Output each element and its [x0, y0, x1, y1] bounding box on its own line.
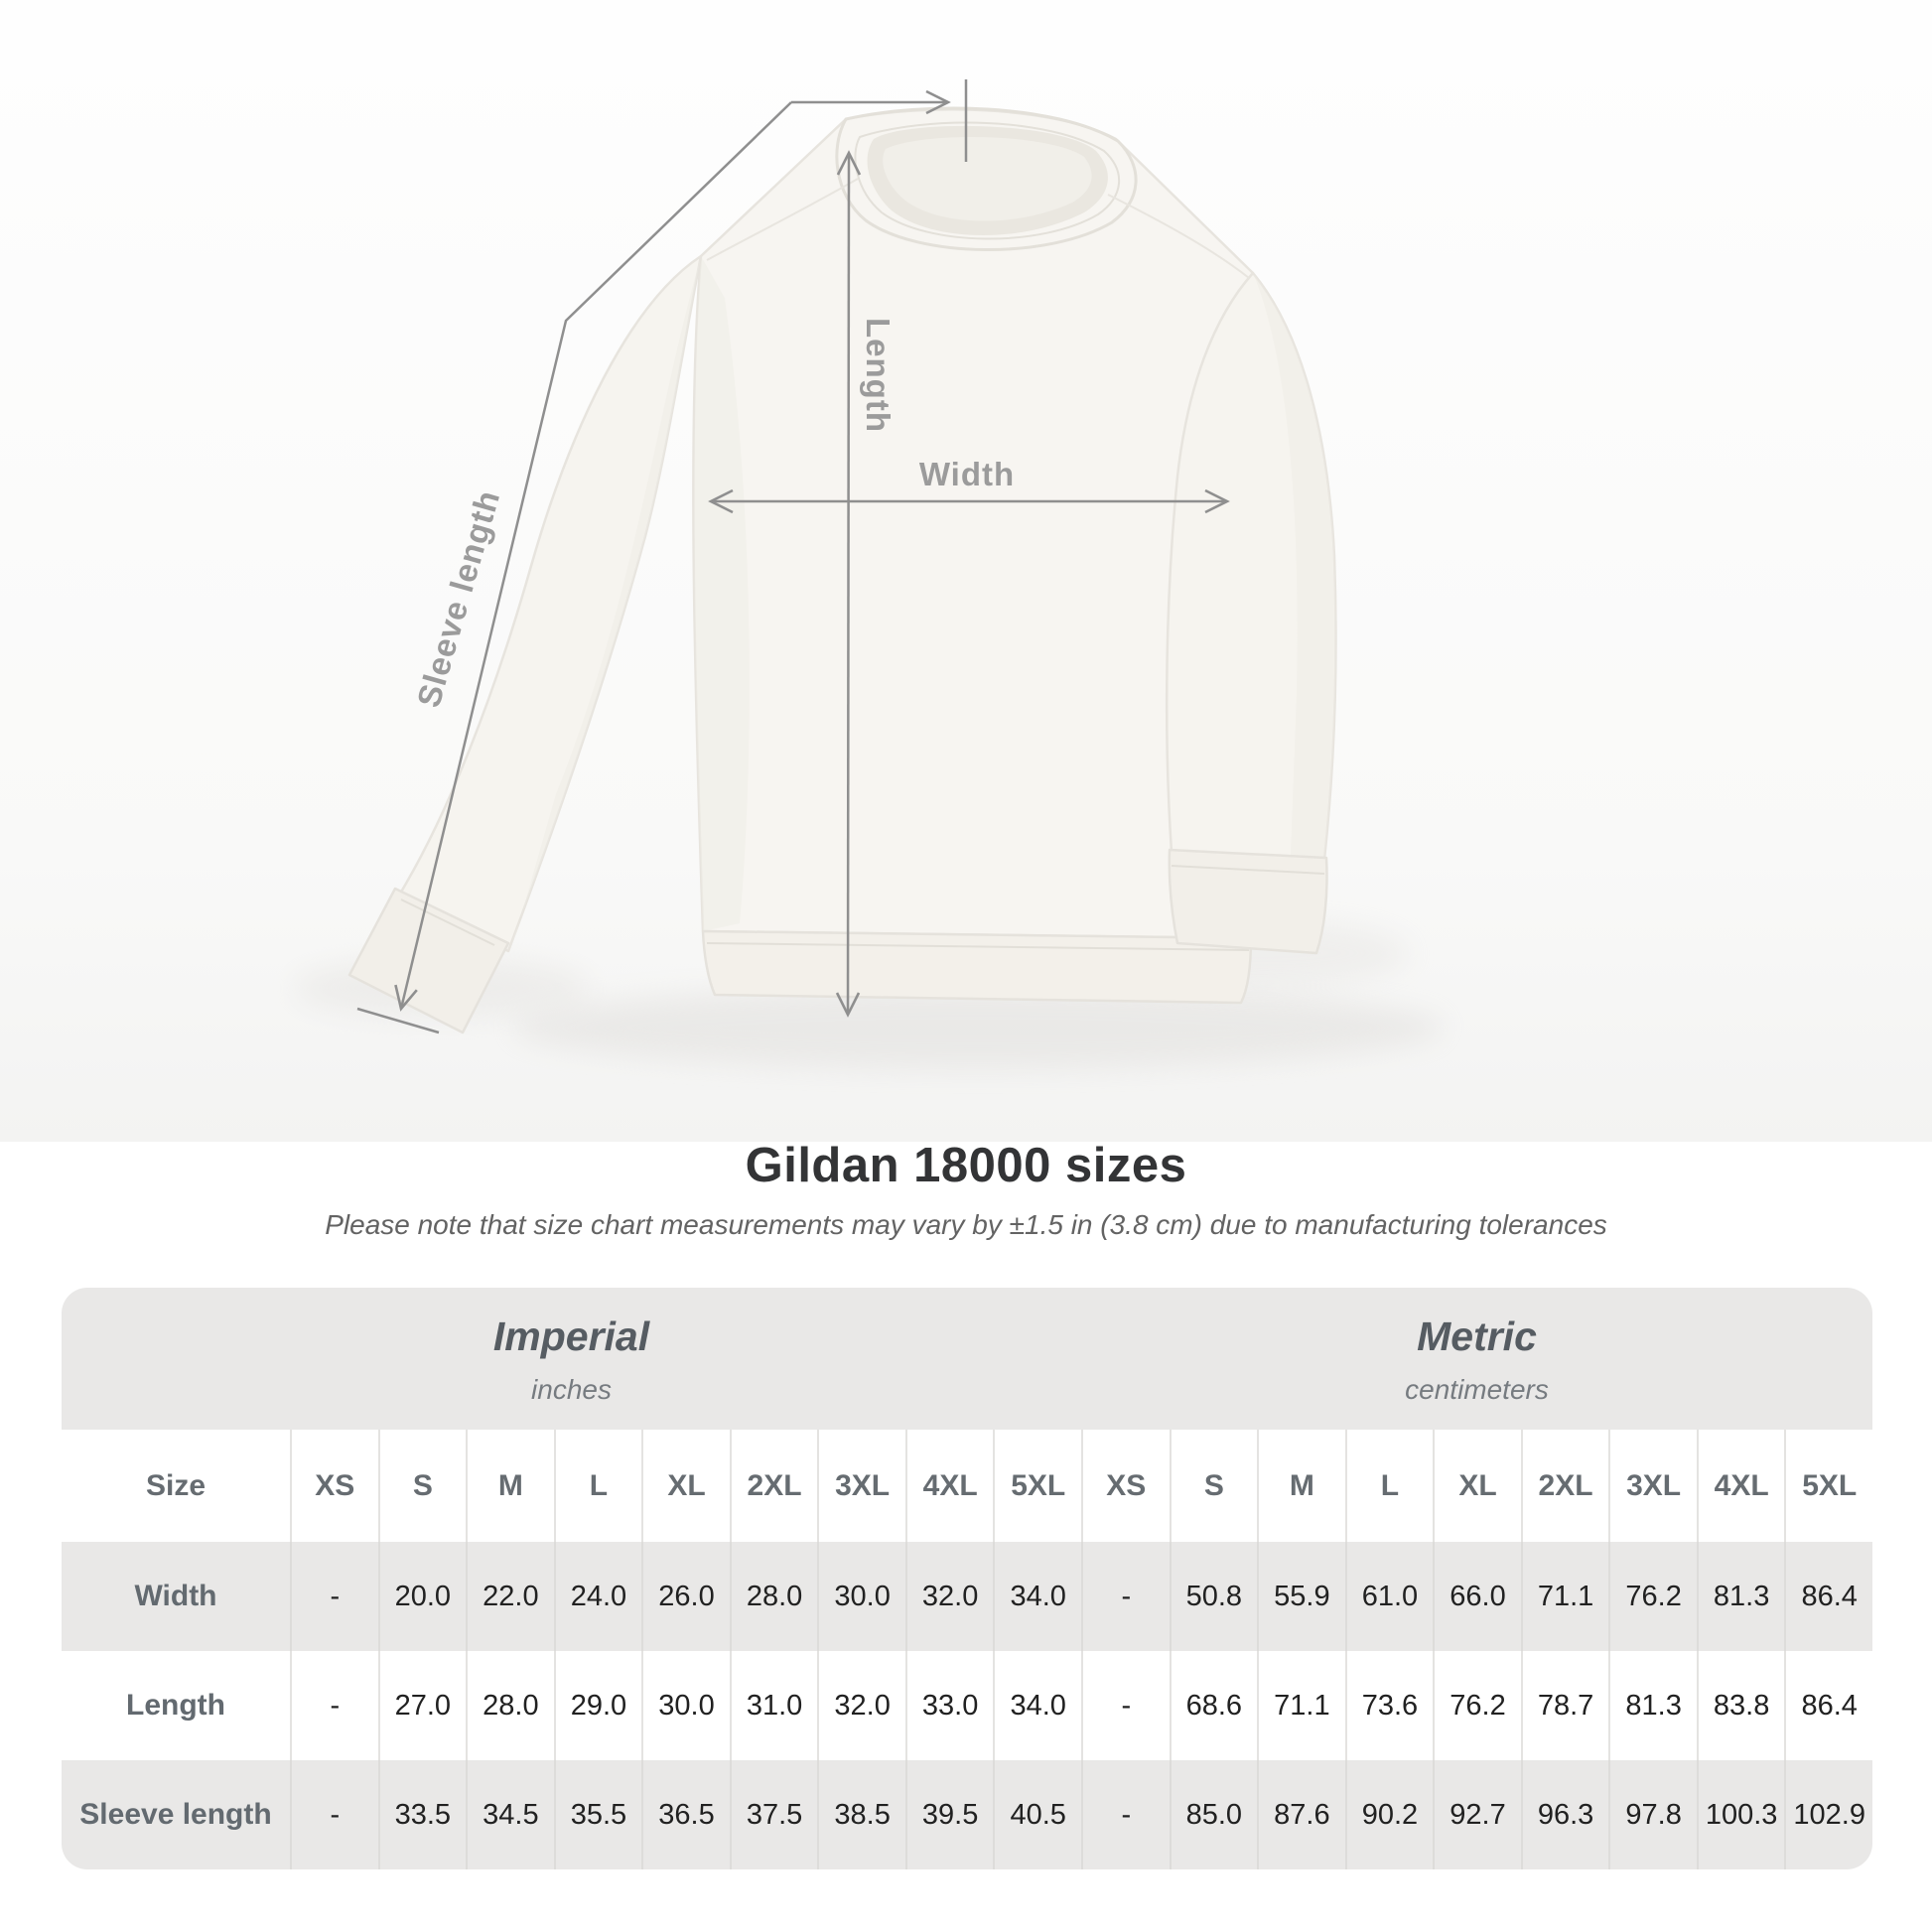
value-cell-metric: -	[1081, 1651, 1170, 1760]
size-header-metric: M	[1257, 1430, 1345, 1542]
value-cell-metric: 92.7	[1433, 1760, 1521, 1869]
row-label: Length	[62, 1651, 290, 1760]
value-cell-metric: 90.2	[1344, 1760, 1434, 1869]
size-header-metric: 2XL	[1520, 1430, 1609, 1542]
value-cell-metric: 76.2	[1433, 1651, 1521, 1760]
value-cell-metric: 87.6	[1257, 1760, 1345, 1869]
value-cell-imperial: 28.0	[466, 1651, 554, 1760]
value-cell-metric: 73.6	[1344, 1651, 1434, 1760]
size-header-imperial: XL	[641, 1430, 730, 1542]
width-label: Width	[919, 456, 1015, 492]
row-label: Sleeve length	[62, 1760, 290, 1869]
value-cell-imperial: 35.5	[553, 1760, 642, 1869]
length-line	[835, 150, 862, 1018]
value-cell-imperial: -	[290, 1542, 378, 1651]
value-cell-metric: 100.3	[1696, 1760, 1785, 1869]
value-cell-metric: 55.9	[1257, 1542, 1345, 1651]
value-cell-metric: 50.8	[1169, 1542, 1258, 1651]
size-header-metric: XS	[1081, 1430, 1170, 1542]
imperial-title: Imperial	[492, 1313, 650, 1359]
value-cell-metric: -	[1081, 1760, 1170, 1869]
metric-title: Metric	[1417, 1313, 1537, 1359]
value-cell-imperial: 34.0	[993, 1651, 1081, 1760]
size-header-metric: 3XL	[1608, 1430, 1697, 1542]
size-header-imperial: 4XL	[904, 1430, 994, 1542]
value-cell-imperial: 30.0	[817, 1542, 905, 1651]
size-header-metric: XL	[1433, 1430, 1521, 1542]
value-cell-metric: 78.7	[1520, 1651, 1609, 1760]
value-cell-metric: 61.0	[1344, 1542, 1434, 1651]
value-cell-imperial: 38.5	[817, 1760, 905, 1869]
value-cell-imperial: 30.0	[641, 1651, 730, 1760]
length-label: Length	[860, 318, 897, 433]
value-cell-imperial: 34.5	[466, 1760, 554, 1869]
sweatshirt-measurement-diagram: Length Width Sleeve length	[0, 0, 1932, 1142]
size-header-imperial: S	[377, 1430, 467, 1542]
imperial-unit: inches	[531, 1374, 612, 1405]
value-cell-metric: -	[1081, 1542, 1170, 1651]
size-header-metric: 4XL	[1696, 1430, 1785, 1542]
value-cell-imperial: 20.0	[377, 1542, 467, 1651]
value-cell-metric: 68.6	[1169, 1651, 1258, 1760]
value-cell-metric: 66.0	[1433, 1542, 1521, 1651]
sleeve-bottom-tick	[356, 1007, 440, 1035]
size-header-metric: L	[1344, 1430, 1434, 1542]
value-cell-metric: 85.0	[1169, 1760, 1258, 1869]
value-cell-metric: 76.2	[1608, 1542, 1697, 1651]
tolerance-note: Please note that size chart measurements…	[325, 1209, 1607, 1240]
value-cell-imperial: 40.5	[993, 1760, 1081, 1869]
value-cell-metric: 96.3	[1520, 1760, 1609, 1869]
metric-unit-header: Metric centimeters	[1081, 1288, 1872, 1430]
metric-unit: centimeters	[1405, 1374, 1549, 1405]
value-cell-imperial: 24.0	[553, 1542, 642, 1651]
size-column-header: Size	[62, 1430, 290, 1542]
value-cell-imperial: -	[290, 1760, 378, 1869]
value-cell-imperial: 28.0	[729, 1542, 818, 1651]
measurement-lines	[356, 79, 1230, 1035]
value-cell-imperial: 39.5	[904, 1760, 994, 1869]
value-cell-metric: 81.3	[1696, 1542, 1785, 1651]
size-header-imperial: 5XL	[993, 1430, 1081, 1542]
value-cell-metric: 81.3	[1608, 1651, 1697, 1760]
page-title: Gildan 18000 sizes	[745, 1139, 1187, 1192]
value-cell-metric: 71.1	[1257, 1651, 1345, 1760]
size-header-imperial: L	[553, 1430, 642, 1542]
size-header-imperial: M	[466, 1430, 554, 1542]
value-cell-imperial: 26.0	[641, 1542, 730, 1651]
value-cell-metric: 86.4	[1784, 1651, 1872, 1760]
size-header-metric: S	[1169, 1430, 1258, 1542]
value-cell-imperial: 29.0	[553, 1651, 642, 1760]
value-cell-imperial: 32.0	[817, 1651, 905, 1760]
value-cell-metric: 71.1	[1520, 1542, 1609, 1651]
sleeve-length-line	[394, 101, 792, 1012]
sweatshirt-image	[347, 106, 1337, 1035]
value-cell-imperial: 32.0	[904, 1542, 994, 1651]
value-cell-imperial: 33.0	[904, 1651, 994, 1760]
row-label: Width	[62, 1542, 290, 1651]
imperial-unit-header: Imperial inches	[62, 1288, 1081, 1430]
value-cell-imperial: 27.0	[377, 1651, 467, 1760]
value-cell-imperial: 31.0	[729, 1651, 818, 1760]
size-header-imperial: 2XL	[729, 1430, 818, 1542]
size-header-metric: 5XL	[1784, 1430, 1872, 1542]
value-cell-imperial: 22.0	[466, 1542, 554, 1651]
value-cell-metric: 97.8	[1608, 1760, 1697, 1869]
size-header-imperial: 3XL	[817, 1430, 905, 1542]
size-table: Imperial inches Metric centimeters Size X…	[62, 1288, 1872, 1869]
value-cell-metric: 86.4	[1784, 1542, 1872, 1651]
value-cell-metric: 83.8	[1696, 1651, 1785, 1760]
value-cell-imperial: 37.5	[729, 1760, 818, 1869]
value-cell-imperial: 34.0	[993, 1542, 1081, 1651]
value-cell-imperial: 33.5	[377, 1760, 467, 1869]
value-cell-imperial: 36.5	[641, 1760, 730, 1869]
size-header-imperial: XS	[290, 1430, 378, 1542]
value-cell-imperial: -	[290, 1651, 378, 1760]
value-cell-metric: 102.9	[1784, 1760, 1872, 1869]
